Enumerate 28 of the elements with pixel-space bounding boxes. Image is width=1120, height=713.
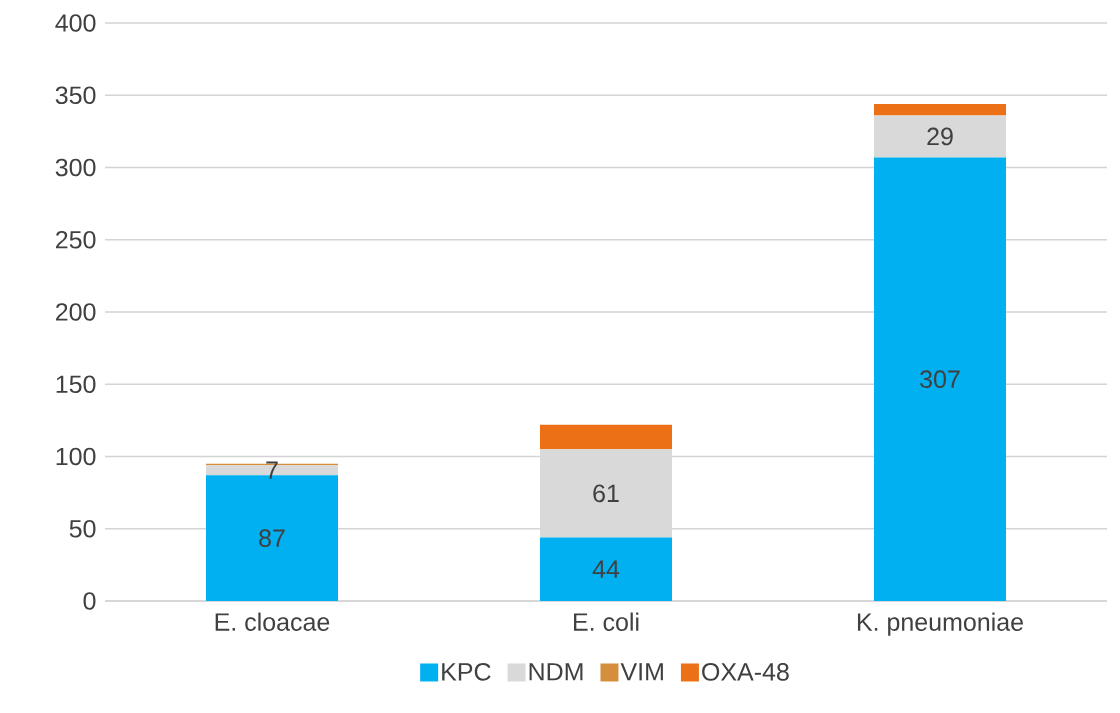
legend-label: VIM bbox=[620, 663, 663, 681]
y-tick-label: 300 bbox=[55, 158, 96, 177]
x-tick-label: E. coli bbox=[574, 612, 639, 631]
legend-label: KPC bbox=[442, 663, 491, 681]
bar bbox=[874, 103, 1007, 116]
x-tick-label: E. cloacae bbox=[215, 612, 330, 631]
data-label: 307 bbox=[920, 370, 960, 389]
data-label: 87 bbox=[259, 529, 285, 547]
y-tick-label: 150 bbox=[56, 375, 96, 394]
bar bbox=[540, 449, 672, 538]
x-tick-label: K. pneumoniae bbox=[857, 612, 1023, 636]
data-label: 44 bbox=[592, 560, 620, 578]
y-tick-label: 200 bbox=[56, 303, 96, 321]
bar bbox=[874, 157, 1007, 601]
data-label: 7 bbox=[266, 461, 278, 479]
bar bbox=[540, 537, 672, 601]
y-tick-label: 400 bbox=[55, 14, 96, 32]
y-tick-label: 0 bbox=[83, 592, 96, 610]
y-tick-label: 50 bbox=[69, 519, 96, 538]
legend-label: NDM bbox=[529, 663, 583, 681]
y-tick-label: 100 bbox=[56, 447, 96, 466]
bar bbox=[874, 115, 1007, 158]
y-tick-label: 250 bbox=[56, 230, 96, 249]
data-label: 61 bbox=[593, 484, 619, 503]
y-tick-label: 350 bbox=[55, 86, 96, 105]
legend-label: OXA-48 bbox=[702, 663, 789, 681]
data-label: 29 bbox=[927, 127, 953, 146]
bar bbox=[540, 424, 672, 450]
